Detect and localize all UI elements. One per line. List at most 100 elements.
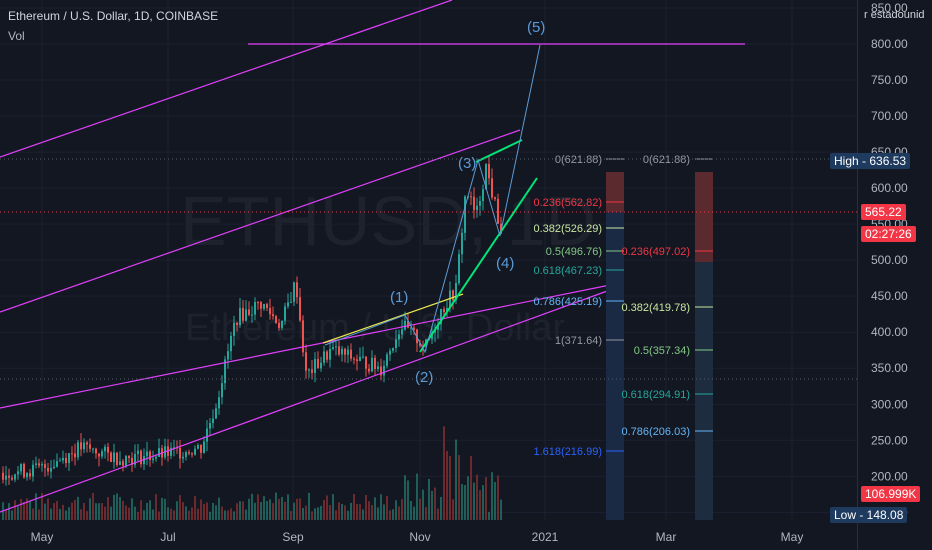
price-tick-0: 850.00 [871,1,908,15]
channel-line [0,284,611,409]
candle-body [317,358,319,369]
green-trend-line [419,177,538,353]
candle-body [104,446,106,452]
candle-body [287,302,289,307]
volume-bar [311,511,313,520]
fib-right-label-0: 0(621.88) [643,154,690,166]
time-tick-1: Jul [160,530,175,544]
volume-badge: 106.999K [861,486,921,502]
wave-label-4: (4) [496,255,514,272]
fib-right-label-3: 0.5(357.34) [634,345,690,357]
price-axis-border [857,0,858,550]
volume-bar [386,495,388,520]
volume-bar [440,496,442,520]
candle-body [194,448,196,455]
volume-bar [80,509,82,520]
candle-body [227,351,229,360]
candle-body [134,453,136,465]
fib-left-label-6: 1(371.64) [555,335,602,347]
volume-bar [299,498,301,520]
volume-bar [323,500,325,520]
volume-bar [32,508,34,520]
candle-body [77,442,79,458]
candle-body [71,453,73,455]
candle-body [65,457,67,464]
candle-body [50,468,52,472]
candle-body [464,196,466,233]
volume-bar [182,502,184,520]
candle-body [392,347,394,351]
candle-body [473,196,475,211]
fib-column-left-top [606,172,624,212]
volume-bar [401,499,403,520]
volume-bar [287,494,289,520]
candle-body [356,359,358,362]
candle-body [125,456,127,466]
candle-body [476,205,478,211]
low-price-badge: Low - 148.08 [830,507,908,523]
volume-bar [206,502,208,520]
volume-bar [464,485,466,520]
volume-bar [254,502,256,520]
candle-body [455,283,457,301]
fib-left-label-0: 0(621.88) [555,154,602,166]
volume-bar [188,510,190,520]
candle-body [20,463,22,472]
time-tick-4: 2021 [532,530,559,544]
candle-body [5,475,7,480]
candle-body [122,461,124,466]
candle-body [302,320,304,353]
volume-bar [50,508,52,520]
volume-indicator-label[interactable]: Vol [8,29,25,43]
candle-body [380,366,382,376]
candle-body [80,442,82,450]
candle-body [32,464,34,477]
candle-body [401,329,403,335]
candle-body [149,451,151,460]
candle-body [458,254,460,284]
volume-bar [92,492,94,520]
volume-bar [479,490,481,520]
candle-body [95,448,97,454]
volume-bar [497,475,499,520]
volume-bar [302,507,304,520]
volume-bar [65,510,67,520]
price-tick-1: 800.00 [871,37,908,51]
chart-title[interactable]: Ethereum / U.S. Dollar, 1D, COINBASE [8,9,219,23]
candle-body [182,456,184,459]
volume-bar [68,507,70,520]
volume-bar [353,493,355,520]
volume-bar [170,508,172,520]
price-tick-3: 700.00 [871,109,908,123]
volume-bar [134,506,136,520]
volume-bar [356,503,358,520]
candle-body [269,307,271,315]
volume-bar [362,509,364,520]
candle-body [353,358,355,360]
volume-bar [239,501,241,520]
volume-bar [332,494,334,520]
volume-bar [230,508,232,520]
candle-body [170,447,172,456]
volume-bar [77,496,79,520]
volume-bar [458,455,460,520]
volume-bar [425,507,427,520]
fib-left-label-2: 0.382(526.29) [534,223,603,235]
candle-body [452,290,454,301]
candle-body [404,320,406,330]
fib-left-label-5: 0.786(425.19) [534,296,603,308]
candle-body [128,456,130,458]
candle-body [407,320,409,328]
volume-bar [38,509,40,520]
wave-label-5: (5) [527,19,545,36]
candle-body [371,357,373,372]
candle-body [185,452,187,457]
volume-bar [200,499,202,520]
volume-bar [395,500,397,520]
candle-body [332,347,334,349]
candle-body [8,475,10,478]
candle-body [410,327,412,329]
candle-body [236,322,238,326]
candle-body [266,303,268,308]
